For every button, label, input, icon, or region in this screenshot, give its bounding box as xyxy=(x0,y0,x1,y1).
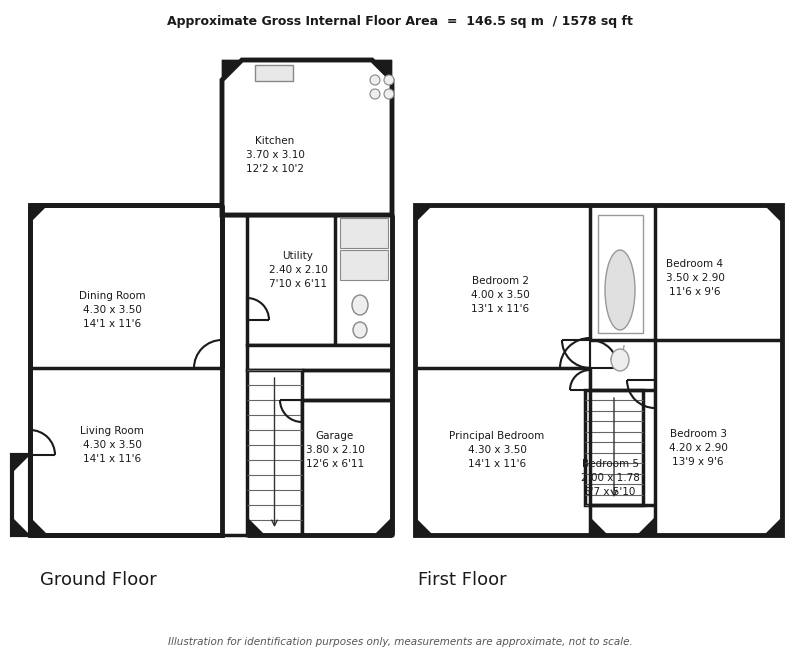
Text: Dining Room
4.30 x 3.50
14'1 x 11'6: Dining Room 4.30 x 3.50 14'1 x 11'6 xyxy=(78,291,146,329)
Text: Principal Bedroom
4.30 x 3.50
14'1 x 11'6: Principal Bedroom 4.30 x 3.50 14'1 x 11'… xyxy=(450,431,545,469)
Bar xyxy=(255,65,293,81)
Bar xyxy=(302,400,392,535)
Ellipse shape xyxy=(353,322,367,338)
Polygon shape xyxy=(12,455,30,473)
Text: Bedroom 4
3.50 x 2.90
11'6 x 9'6: Bedroom 4 3.50 x 2.90 11'6 x 9'6 xyxy=(666,259,725,297)
Text: Utility
2.40 x 2.10
7'10 x 6'11: Utility 2.40 x 2.10 7'10 x 6'11 xyxy=(269,251,327,289)
Text: Living Room
4.30 x 3.50
14'1 x 11'6: Living Room 4.30 x 3.50 14'1 x 11'6 xyxy=(80,426,144,464)
Text: Ground Floor: Ground Floor xyxy=(40,571,157,589)
Polygon shape xyxy=(372,60,392,80)
Polygon shape xyxy=(30,205,48,223)
Polygon shape xyxy=(12,517,30,535)
Circle shape xyxy=(384,75,394,85)
Bar xyxy=(340,250,388,280)
Circle shape xyxy=(384,89,394,99)
Polygon shape xyxy=(415,517,433,535)
Bar xyxy=(415,205,782,535)
Text: Bedroom 3
4.20 x 2.90
13'9 x 9'6: Bedroom 3 4.20 x 2.90 13'9 x 9'6 xyxy=(669,429,727,467)
Polygon shape xyxy=(637,517,655,535)
Text: Kitchen
3.70 x 3.10
12'2 x 10'2: Kitchen 3.70 x 3.10 12'2 x 10'2 xyxy=(246,136,305,174)
Text: Bedroom 2
4.00 x 3.50
13'1 x 11'6: Bedroom 2 4.00 x 3.50 13'1 x 11'6 xyxy=(470,276,530,314)
Polygon shape xyxy=(222,60,242,80)
Bar xyxy=(247,370,302,535)
Polygon shape xyxy=(247,517,265,535)
Ellipse shape xyxy=(605,250,635,330)
Polygon shape xyxy=(764,205,782,223)
Text: Bedroom 5
2.00 x 1.78
6'7 x 5'10: Bedroom 5 2.00 x 1.78 6'7 x 5'10 xyxy=(581,459,639,497)
Bar xyxy=(247,215,392,345)
Bar xyxy=(585,390,643,505)
Text: Illustration for identification purposes only, measurements are approximate, not: Illustration for identification purposes… xyxy=(168,637,632,647)
Ellipse shape xyxy=(352,295,368,315)
Polygon shape xyxy=(415,205,433,223)
Text: Approximate Gross Internal Floor Area  =  146.5 sq m  / 1578 sq ft: Approximate Gross Internal Floor Area = … xyxy=(167,15,633,28)
Text: Garage
3.80 x 2.10
12'6 x 6'11: Garage 3.80 x 2.10 12'6 x 6'11 xyxy=(306,431,365,469)
Bar xyxy=(340,218,388,248)
Ellipse shape xyxy=(611,349,629,371)
Bar xyxy=(247,345,392,370)
Bar xyxy=(12,455,30,535)
Polygon shape xyxy=(222,60,392,215)
Polygon shape xyxy=(764,517,782,535)
Polygon shape xyxy=(30,517,48,535)
Polygon shape xyxy=(374,517,392,535)
Text: First Floor: First Floor xyxy=(418,571,506,589)
Polygon shape xyxy=(590,517,608,535)
Bar xyxy=(30,205,222,535)
Circle shape xyxy=(370,75,380,85)
Circle shape xyxy=(370,89,380,99)
Bar xyxy=(598,215,643,333)
